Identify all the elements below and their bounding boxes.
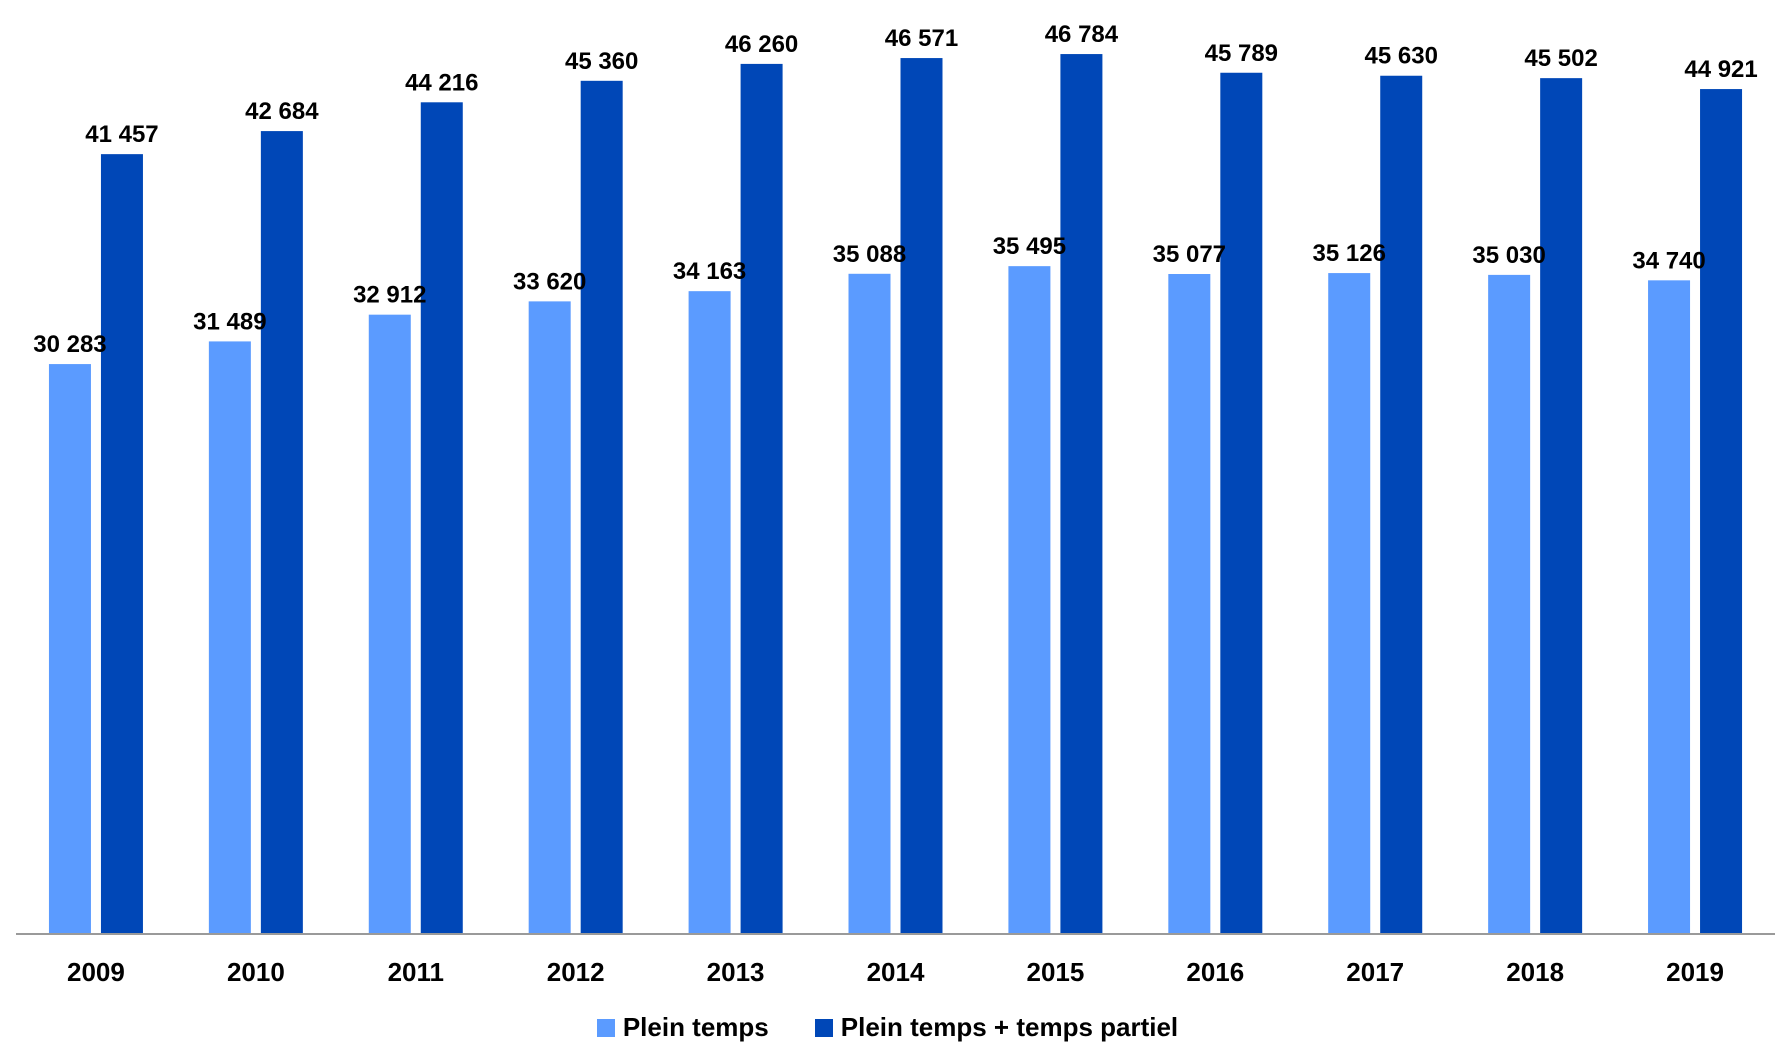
bar-plein-temps-2014[interactable]	[848, 273, 891, 933]
value-label-plein-et-partiel-2013: 46 260	[725, 31, 798, 58]
bar-plein-temps-2010[interactable]	[208, 341, 251, 933]
bars-layer	[48, 54, 1743, 934]
legend-swatch-plein-temps	[596, 1018, 615, 1037]
x-tick-labels-layer: 2009 2010 2011 2012 2013 2014 2015 2016 2017 2018…	[67, 957, 1724, 987]
value-label-plein-et-partiel-2014: 46 571	[885, 25, 958, 52]
x-tick-label-2018: 2018	[1506, 957, 1564, 987]
x-tick-label-2015: 2015	[1026, 957, 1084, 987]
bar-plein-et-partiel-2018[interactable]	[1540, 78, 1583, 933]
x-tick-label-2016: 2016	[1186, 957, 1244, 987]
bar-plein-temps-2019[interactable]	[1648, 280, 1691, 934]
x-tick-label-2019: 2019	[1666, 957, 1724, 987]
x-tick-label-2014: 2014	[867, 957, 925, 987]
value-label-plein-temps-2016: 35 077	[1153, 241, 1226, 268]
x-tick-label-2017: 2017	[1346, 957, 1404, 987]
bar-plein-temps-2016[interactable]	[1168, 274, 1211, 933]
x-tick-label-2012: 2012	[547, 957, 605, 987]
bar-plein-et-partiel-2009[interactable]	[100, 154, 143, 933]
value-label-plein-et-partiel-2019: 44 921	[1684, 56, 1757, 83]
bar-plein-et-partiel-2011[interactable]	[420, 102, 463, 934]
value-label-plein-et-partiel-2018: 45 502	[1524, 45, 1597, 72]
bar-plein-et-partiel-2017[interactable]	[1380, 75, 1423, 934]
value-label-plein-temps-2018: 35 030	[1472, 242, 1545, 269]
value-label-plein-temps-2012: 33 620	[513, 268, 586, 295]
value-label-plein-temps-2013: 34 163	[673, 258, 746, 285]
x-tick-label-2009: 2009	[67, 957, 125, 987]
value-label-plein-et-partiel-2015: 46 784	[1045, 21, 1119, 48]
bar-plein-temps-2015[interactable]	[1008, 266, 1051, 933]
value-label-plein-et-partiel-2012: 45 360	[565, 48, 638, 75]
x-tick-label-2013: 2013	[707, 957, 765, 987]
bar-plein-et-partiel-2015[interactable]	[1060, 54, 1103, 934]
value-label-plein-et-partiel-2009: 41 457	[85, 121, 158, 148]
bar-plein-temps-2018[interactable]	[1488, 274, 1531, 933]
bar-plein-et-partiel-2013[interactable]	[740, 63, 783, 933]
bar-plein-temps-2011[interactable]	[368, 314, 411, 933]
legend-label-plein-et-partiel: Plein temps + temps partiel	[840, 1012, 1179, 1042]
bar-plein-et-partiel-2016[interactable]	[1220, 72, 1263, 933]
bar-plein-temps-2017[interactable]	[1328, 273, 1371, 934]
legend-swatch-plein-et-partiel	[814, 1018, 833, 1037]
value-label-plein-temps-2009: 30 283	[33, 331, 106, 358]
bar-plein-et-partiel-2012[interactable]	[580, 80, 623, 933]
value-label-plein-et-partiel-2010: 42 684	[245, 98, 319, 125]
value-label-plein-temps-2014: 35 088	[833, 241, 906, 268]
value-label-plein-temps-2019: 34 740	[1632, 247, 1705, 274]
legend-item-plein-et-partiel[interactable]: Plein temps + temps partiel	[814, 1012, 1179, 1043]
x-tick-label-2011: 2011	[388, 957, 444, 987]
bar-plein-temps-2012[interactable]	[528, 301, 571, 933]
x-tick-label-2010: 2010	[227, 957, 285, 987]
bar-plein-et-partiel-2010[interactable]	[260, 131, 303, 934]
legend-label-plein-temps: Plein temps	[622, 1012, 769, 1042]
value-label-plein-temps-2010: 31 489	[193, 308, 266, 335]
bar-plein-et-partiel-2014[interactable]	[900, 58, 943, 934]
bar-plein-temps-2013[interactable]	[688, 291, 731, 933]
value-label-plein-temps-2017: 35 126	[1313, 240, 1386, 267]
bar-plein-temps-2009[interactable]	[48, 364, 91, 933]
value-label-plein-et-partiel-2017: 45 630	[1365, 43, 1438, 70]
value-label-plein-et-partiel-2011: 44 216	[405, 69, 478, 96]
bar-plein-et-partiel-2019[interactable]	[1700, 89, 1743, 933]
legend-item-plein-temps[interactable]: Plein temps	[596, 1012, 769, 1043]
value-labels-layer: 30 283 41 457 31 489 42 684 32 912 44 216 33 6…	[33, 21, 1758, 358]
value-label-plein-temps-2015: 35 495	[993, 233, 1066, 260]
value-label-plein-et-partiel-2016: 45 789	[1205, 40, 1278, 67]
legend: Plein temps Plein temps + temps partiel	[0, 1012, 1775, 1043]
value-label-plein-temps-2011: 32 912	[353, 282, 426, 309]
